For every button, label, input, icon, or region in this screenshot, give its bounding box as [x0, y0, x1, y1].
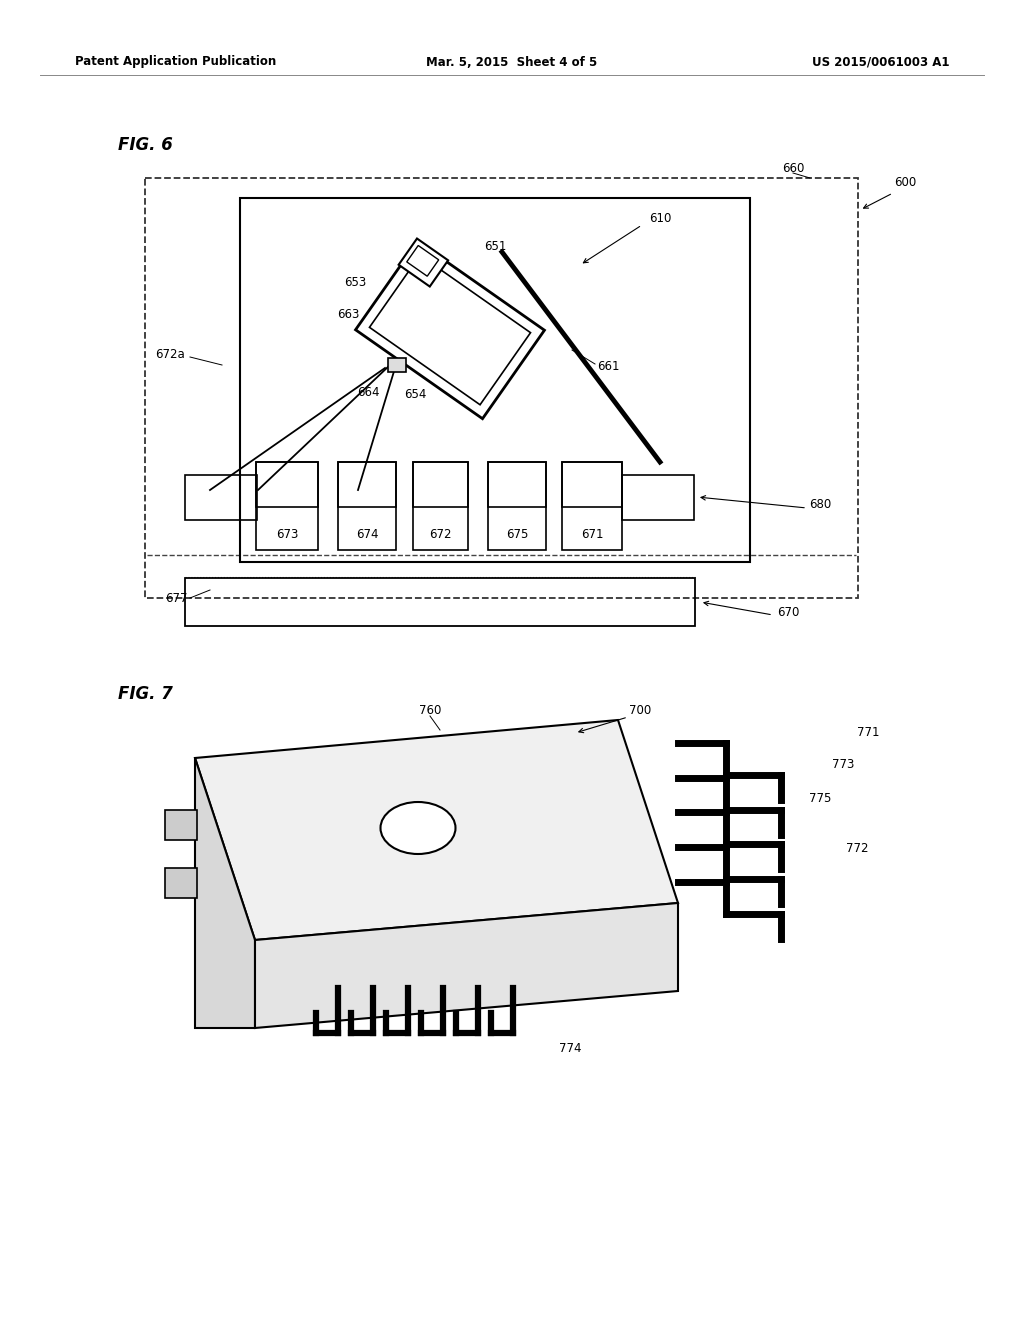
- Ellipse shape: [381, 803, 456, 854]
- Text: 672: 672: [429, 528, 452, 541]
- Text: 673: 673: [275, 528, 298, 541]
- Bar: [256, 462, 318, 550]
- Text: FIG. 7: FIG. 7: [118, 685, 173, 704]
- Text: 774: 774: [559, 1041, 582, 1055]
- Text: 670: 670: [777, 606, 799, 619]
- Bar: [398, 239, 449, 286]
- Text: 600: 600: [894, 177, 916, 190]
- Text: 773: 773: [831, 758, 854, 771]
- Text: 672a: 672a: [155, 348, 185, 362]
- Bar: [355, 242, 545, 418]
- Bar: [185, 578, 695, 626]
- Bar: [165, 810, 197, 840]
- Bar: [370, 255, 530, 405]
- Bar: [622, 475, 694, 520]
- Text: 674: 674: [355, 528, 378, 541]
- Text: 610: 610: [649, 211, 671, 224]
- Text: 700: 700: [629, 704, 651, 717]
- Bar: [562, 462, 622, 507]
- Bar: [145, 178, 858, 598]
- Text: 651: 651: [483, 240, 506, 253]
- Bar: [256, 462, 318, 507]
- Bar: [185, 475, 257, 520]
- Bar: [562, 462, 622, 550]
- Text: 772: 772: [846, 842, 868, 854]
- Bar: [165, 869, 197, 898]
- Bar: [407, 246, 438, 276]
- Text: 660: 660: [781, 161, 804, 174]
- Text: 663: 663: [337, 309, 359, 322]
- Bar: [338, 462, 396, 550]
- Polygon shape: [255, 903, 678, 1028]
- Text: 661: 661: [597, 360, 620, 374]
- Text: 677: 677: [165, 591, 187, 605]
- Bar: [488, 462, 546, 550]
- Text: 760: 760: [419, 704, 441, 717]
- Text: FIG. 6: FIG. 6: [118, 136, 173, 154]
- Text: 680: 680: [809, 499, 831, 511]
- Polygon shape: [195, 719, 678, 940]
- Bar: [388, 358, 406, 372]
- Text: Mar. 5, 2015  Sheet 4 of 5: Mar. 5, 2015 Sheet 4 of 5: [426, 55, 598, 69]
- Text: US 2015/0061003 A1: US 2015/0061003 A1: [812, 55, 950, 69]
- Text: 654: 654: [403, 388, 426, 401]
- Bar: [413, 462, 468, 550]
- Bar: [240, 198, 750, 562]
- Bar: [413, 462, 468, 507]
- Text: 675: 675: [506, 528, 528, 541]
- Text: 671: 671: [581, 528, 603, 541]
- Bar: [338, 462, 396, 507]
- Text: 771: 771: [857, 726, 880, 739]
- Text: 664: 664: [356, 387, 379, 400]
- Text: 653: 653: [344, 276, 367, 289]
- Text: Patent Application Publication: Patent Application Publication: [75, 55, 276, 69]
- Text: 775: 775: [809, 792, 831, 804]
- Polygon shape: [195, 758, 255, 1028]
- Bar: [488, 462, 546, 507]
